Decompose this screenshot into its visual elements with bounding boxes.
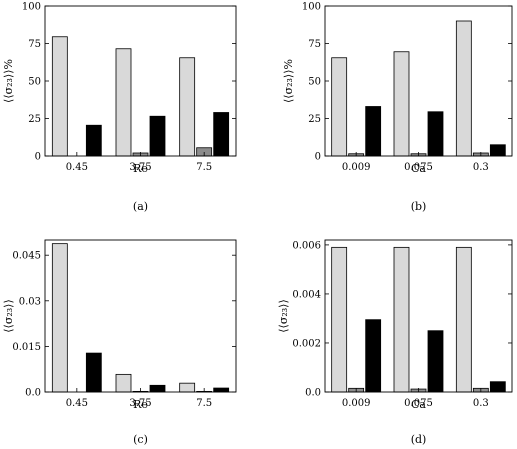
x-axis-label: Ca [411,398,426,411]
bar-series3-0.009 [365,106,382,157]
bar-series1-0.45 [51,36,68,157]
y-tick-label: 50 [308,77,321,88]
bar-series3-0.45 [85,352,102,393]
y-axis-label: ⟨⟨σ₂₃⟩⟩% [282,59,295,103]
x-tick-label: 0.45 [66,162,88,173]
x-tick-label: 0.3 [473,162,489,173]
x-tick-label: 0.009 [342,162,371,173]
x-tick-label: 0.45 [66,398,88,409]
y-tick-label: 100 [302,2,321,13]
y-tick-label: 0.0 [305,388,321,399]
y-tick-label: 0.045 [12,251,41,262]
chart-panel-3: 0.0 0.015 0.03 0.045 0.45 3.75 7.5 Re ⟨⟨σ₂₃⟩⟩ (c) [2,239,237,446]
plot-frame [324,239,513,393]
y-tick-label: 25 [28,114,41,125]
bar-series1-3.75 [115,48,132,157]
x-tick-label: 7.5 [196,398,212,409]
panel-caption: (b) [411,200,427,213]
y-tick-label: 0.002 [292,338,321,349]
x-tick-label: 0.3 [473,398,489,409]
plot-frame [44,5,237,157]
bar-series1-7.5 [179,382,196,393]
bar-series1-0.3 [455,246,472,393]
y-tick-label: 0.004 [292,289,321,300]
x-tick-label: 7.5 [196,162,212,173]
x-tick-label: 3.75 [129,398,151,409]
bar-series1-3.75 [115,373,132,393]
y-axis-label: ⟨⟨σ₂₃⟩⟩ [2,299,15,333]
chart-panel-2: 0 25 50 75 100 0.009 0.075 0.3 Ca ⟨⟨σ₂₃⟩⟩% (b) [282,2,513,213]
bar-series3-0.3 [489,381,506,393]
bar-series3-7.5 [213,387,230,393]
y-axis-label: ⟨⟨σ₂₃⟩⟩ [277,299,290,333]
bar-series1-0.45 [51,243,68,393]
x-axis-label: Re [133,162,148,175]
y-tick-label: 25 [308,114,321,125]
y-tick-label: 0 [35,152,41,163]
y-tick-label: 100 [22,2,41,13]
panel-caption: (a) [133,200,148,213]
bar-series3-0.45 [85,124,102,157]
bar-series3-3.75 [149,384,166,393]
y-tick-label: 0.0 [25,388,41,399]
x-tick-label: 0.075 [404,162,433,173]
y-tick-label: 0.006 [292,240,321,251]
y-tick-label: 0.03 [19,296,41,307]
y-axis-label: ⟨⟨σ₂₃⟩⟩% [2,59,15,103]
bar-series3-7.5 [213,112,230,157]
chart-panel-4: 0.0 0.002 0.004 0.006 0.009 0.075 0.3 Ca ⟨⟨σ₂₃⟩⟩… [277,239,513,446]
bar-series1-0.3 [455,20,472,157]
bar-series3-0.3 [489,144,506,157]
chart-panel-1: 0 25 50 75 100 0.45 3.75 7.5 Re ⟨⟨σ₂₃⟩⟩% (a) [2,2,237,213]
bar-series3-3.75 [149,115,166,157]
x-axis-label: Ca [411,162,426,175]
panel-caption: (d) [411,433,427,446]
y-tick-label: 0 [315,152,321,163]
bar-series3-0.075 [427,111,444,157]
bar-series1-0.009 [331,57,348,157]
y-tick-label: 0.015 [12,342,41,353]
bar-series3-0.075 [427,330,444,393]
bar-series1-0.075 [393,51,410,157]
panel-caption: (c) [133,433,148,446]
bar-series1-7.5 [179,57,196,157]
x-axis-label: Re [133,398,148,411]
bar-series3-0.009 [365,319,382,393]
x-tick-label: 0.009 [342,398,371,409]
y-tick-label: 75 [28,39,41,50]
x-tick-label: 0.075 [404,398,433,409]
y-tick-label: 50 [28,77,41,88]
x-tick-label: 3.75 [129,162,151,173]
bar-series1-0.009 [331,246,348,393]
plot-frame [324,5,513,157]
bar-series1-0.075 [393,246,410,393]
plot-frame [44,239,237,393]
y-tick-label: 75 [308,39,321,50]
